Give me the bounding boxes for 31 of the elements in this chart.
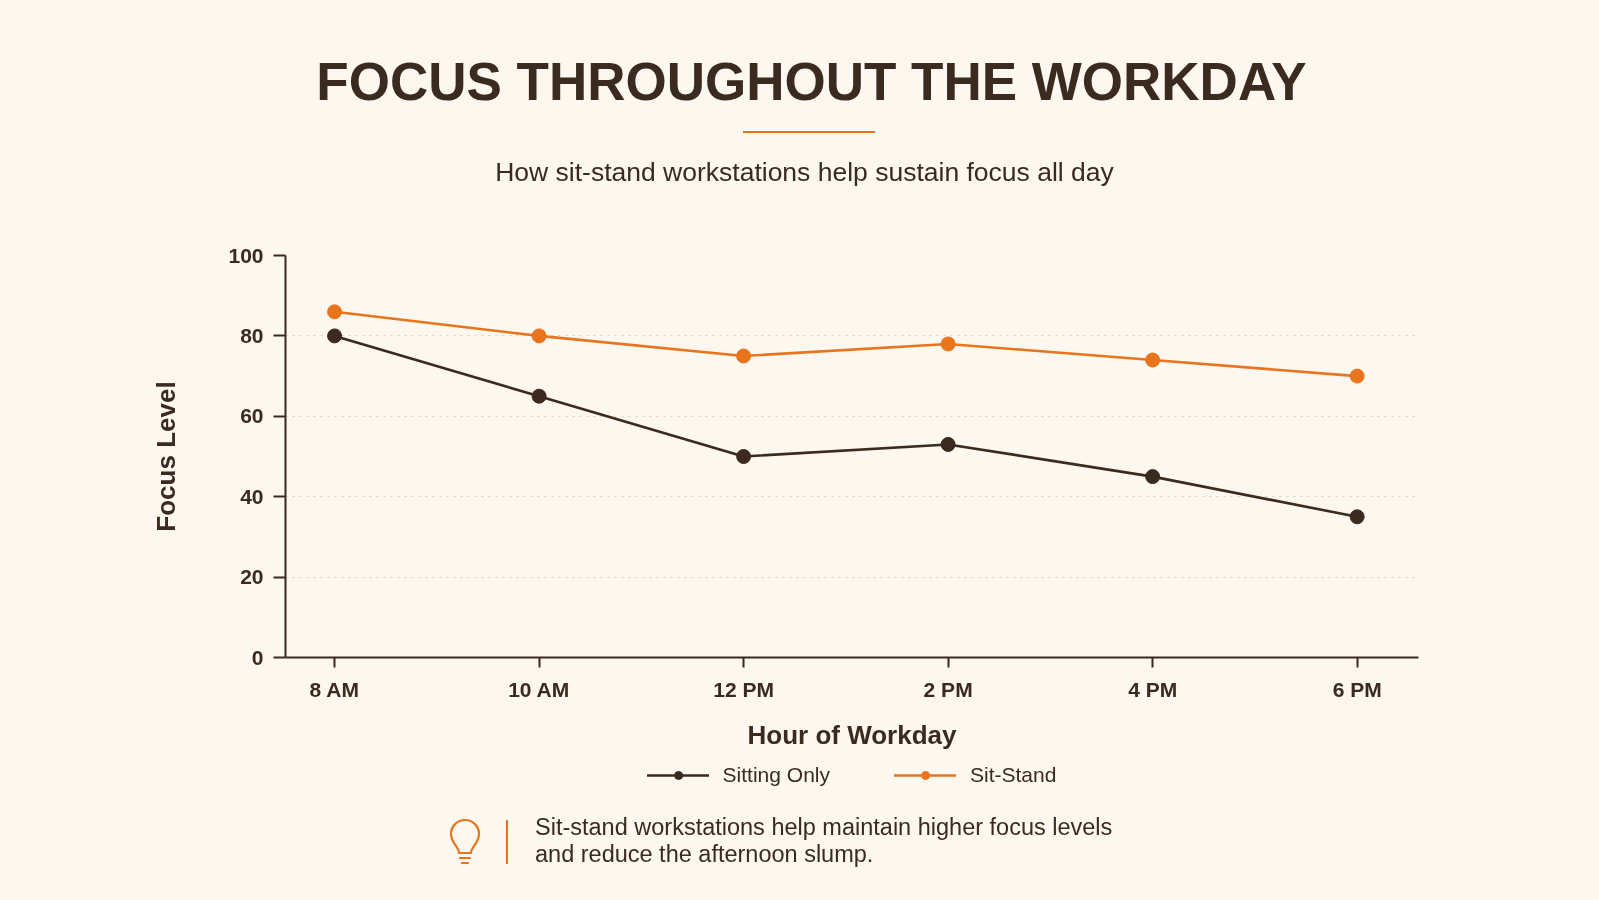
- y-tick-label: 80: [240, 323, 264, 347]
- x-tick-label: 10 AM: [508, 677, 570, 701]
- text: Sit-stand workstations help maintain higher focus levels and reduce the afternoon slump.: [535, 814, 1114, 868]
- x-axis-title: Hour of Workday: [747, 719, 958, 750]
- point: [736, 449, 752, 464]
- point: [736, 348, 752, 364]
- chart-title: FOCUS THROUGHOUT THE WORKDAY: [315, 51, 1308, 113]
- y-tick-label: 0: [251, 645, 264, 669]
- x-tick-label: 12 PM: [713, 677, 774, 701]
- y-tick-label: 20: [240, 565, 264, 589]
- y-tick-label: 60: [240, 404, 264, 428]
- point: [940, 336, 956, 352]
- point: [327, 328, 343, 344]
- point: [327, 304, 343, 320]
- y-tick-label: 40: [240, 484, 264, 508]
- point: [940, 436, 956, 452]
- point: [531, 328, 547, 344]
- point: [1145, 352, 1161, 368]
- legend-label: Sit-Stand: [970, 763, 1057, 787]
- x-tick-label: 4 PM: [1128, 677, 1178, 701]
- y-tick-label: 100: [228, 243, 264, 267]
- point: [1145, 469, 1161, 485]
- x-tick-label: 2 PM: [923, 677, 973, 701]
- chart-subtitle: How sit-stand workstations help sustain focus all day: [494, 156, 1115, 189]
- legend-label: Sitting Only: [722, 763, 830, 787]
- x-tick-label: 6 PM: [1332, 677, 1382, 701]
- x-tick-label: 8 AM: [309, 677, 359, 701]
- point: [531, 388, 547, 404]
- point: [1349, 509, 1365, 525]
- y-axis-title: Focus Level: [151, 381, 182, 532]
- point: [1349, 368, 1365, 384]
